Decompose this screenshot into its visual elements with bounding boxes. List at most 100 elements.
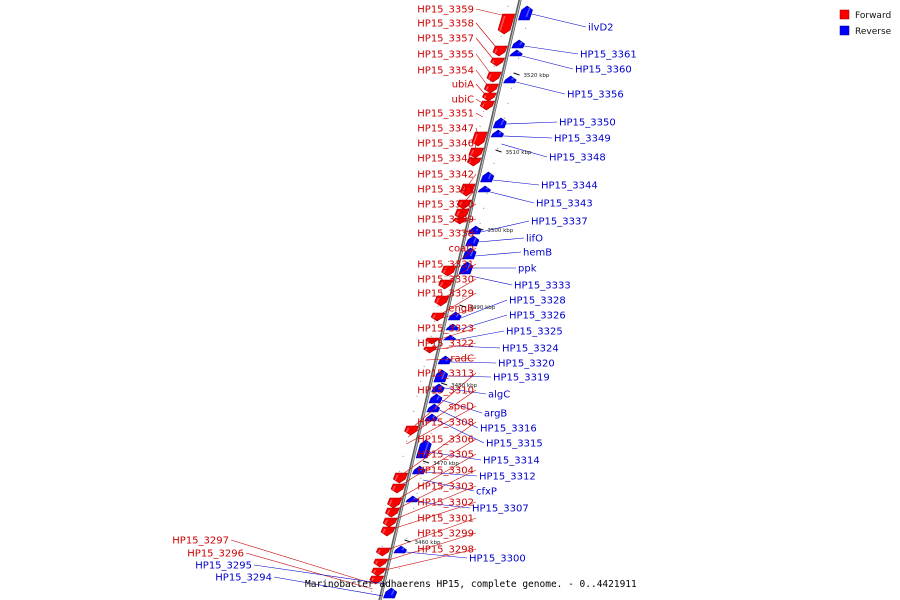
kbp-tick-label: 3500 kbp	[487, 228, 513, 234]
forward-leader-line	[475, 37, 496, 63]
axis-dot	[419, 380, 422, 382]
legend-label-reverse: Reverse	[855, 27, 892, 37]
kbp-tick-mark	[477, 227, 484, 231]
forward-leader-line	[462, 188, 477, 205]
axis-dot	[461, 297, 464, 299]
forward-gene-label: HP15_3346	[417, 139, 474, 150]
reverse-leader-line	[422, 479, 475, 492]
forward-gene-label: HP15_3355	[417, 50, 474, 61]
reverse-gene-feature	[465, 235, 480, 247]
axis-dot	[482, 110, 485, 112]
feature-shade	[413, 497, 416, 500]
axis-dot	[398, 470, 401, 472]
feature-shade	[469, 249, 474, 257]
reverse-gene-label: HP15_3325	[506, 327, 563, 338]
reverse-gene-feature	[426, 403, 441, 413]
forward-gene-label: ubiA	[452, 80, 474, 91]
feature-shade	[445, 357, 449, 362]
feature-shade	[442, 267, 447, 274]
reverse-gene-feature	[511, 39, 526, 49]
forward-gene-label: HP15_3297	[172, 536, 229, 547]
feature-shade	[466, 263, 471, 272]
axis-dot	[451, 342, 453, 344]
axis-dot	[412, 507, 415, 509]
forward-gene-label: HP15_3306	[417, 435, 474, 446]
axis-dot	[440, 290, 443, 292]
axis-dot	[405, 537, 408, 539]
reverse-gene-label: HP15_3300	[469, 554, 526, 565]
leader-lines	[230, 8, 587, 597]
forward-leader-line	[471, 157, 477, 163]
forward-leader-line	[475, 98, 486, 106]
forward-leader-line	[474, 142, 477, 153]
forward-gene-label: HP15_3340	[417, 200, 474, 211]
reverse-leader-line	[506, 121, 558, 125]
reverse-gene-feature	[517, 5, 533, 21]
reverse-leader-line	[444, 387, 487, 395]
reverse-leader-line	[253, 564, 386, 585]
reverse-gene-feature	[393, 545, 408, 554]
forward-gene-feature	[468, 147, 484, 159]
forward-gene-label: engB	[448, 304, 474, 315]
reverse-leader-line	[429, 451, 482, 461]
reverse-gene-label: ppk	[518, 264, 537, 275]
forward-leader-line	[435, 292, 477, 318]
forward-leader-line	[406, 405, 477, 445]
forward-gene-label: HP15_3299	[417, 529, 474, 540]
feature-shade	[494, 47, 498, 54]
kbp-tick-mark	[495, 149, 502, 153]
axis-dot	[405, 440, 408, 442]
forward-gene-label: HP15_3302	[417, 498, 474, 509]
forward-leader-line	[475, 53, 493, 77]
feature-shade	[499, 15, 506, 32]
feature-shade	[487, 173, 492, 180]
forward-leader-line	[475, 83, 488, 98]
reverse-gene-label: HP15_3350	[559, 118, 616, 129]
kbp-tick-label: 3520 kbp	[524, 73, 550, 79]
reverse-gene-label: HP15_3316	[480, 424, 537, 435]
reverse-gene-label: HP15_3349	[554, 134, 611, 145]
kbp-tick-label: 3480 kbp	[451, 383, 477, 389]
forward-leader-line	[456, 229, 477, 234]
forward-gene-feature	[371, 567, 386, 577]
reverse-gene-label: HP15_3326	[509, 311, 566, 322]
feature-shade	[468, 159, 472, 164]
forward-gene-label: HP15_3303	[417, 482, 474, 493]
reverse-leader-line	[455, 330, 505, 341]
forward-leader-line	[426, 357, 477, 361]
reverse-leader-line	[273, 576, 384, 597]
gene-features	[369, 5, 533, 599]
feature-shade	[401, 547, 405, 551]
forward-gene-label: HP15_3342	[417, 170, 474, 181]
forward-leader-line	[392, 453, 477, 503]
forward-gene-feature	[425, 337, 440, 345]
axis-dot	[412, 410, 415, 412]
axis-dot	[468, 170, 471, 172]
axis-dot	[496, 147, 499, 149]
feature-shade	[419, 467, 423, 472]
forward-gene-label: ubiC	[452, 95, 474, 106]
genome-caption: Marinobacter adhaerens HP15, complete ge…	[305, 579, 637, 590]
forward-gene-label: HP15_3330	[417, 275, 474, 286]
reverse-gene-label: HP15_3344	[541, 181, 598, 192]
forward-gene-label: HP15_3310	[417, 386, 474, 397]
feature-shade	[382, 528, 386, 534]
forward-gene-feature	[382, 517, 398, 528]
reverse-leader-line	[475, 251, 522, 257]
feature-shade	[461, 185, 466, 194]
axis-dot	[451, 245, 453, 247]
kbp-tick-label: 3460 kbp	[415, 540, 441, 546]
reverse-gene-label: HP15_3361	[580, 50, 637, 61]
forward-gene-label: HP15_3308	[417, 418, 474, 429]
reverse-leader-line	[424, 471, 478, 477]
reverse-gene-feature	[509, 49, 523, 57]
forward-gene-feature	[387, 497, 403, 509]
forward-leader-line	[395, 438, 477, 489]
reverse-gene-label: algC	[488, 390, 510, 401]
forward-gene-label: speD	[449, 402, 475, 413]
forward-gene-label: HP15_3322	[417, 339, 474, 350]
reverse-gene-label: HP15_3337	[531, 217, 588, 228]
forward-gene-feature	[392, 472, 409, 484]
feature-shade	[375, 560, 379, 565]
